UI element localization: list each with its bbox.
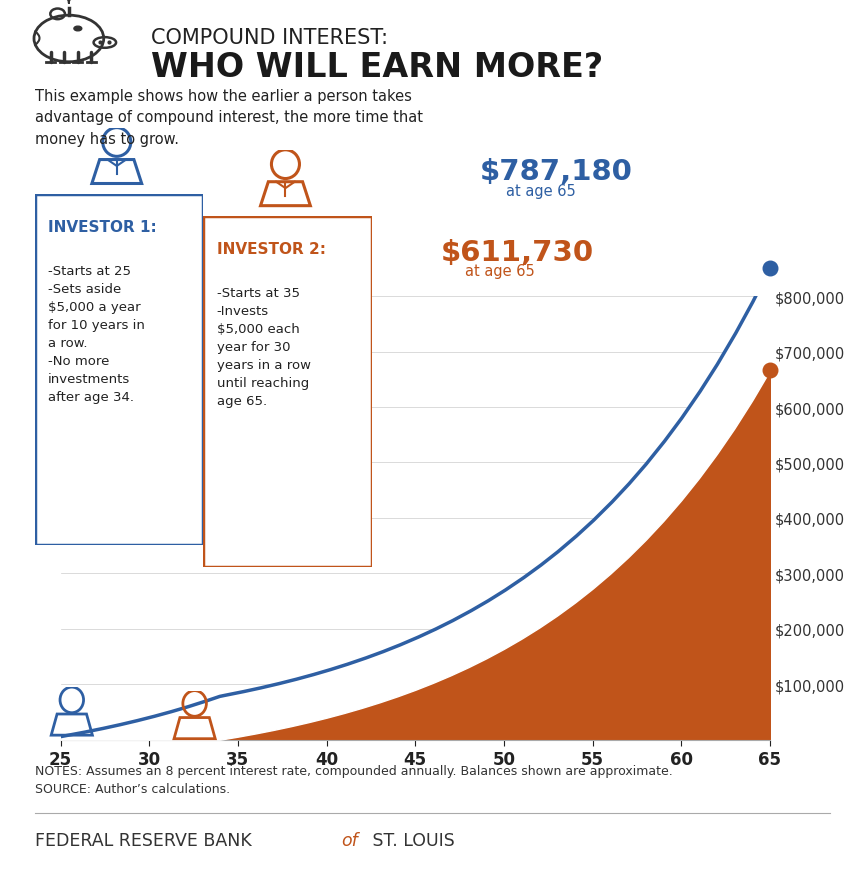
Text: of: of <box>342 831 358 849</box>
Text: FEDERAL RESERVE BANK: FEDERAL RESERVE BANK <box>35 831 257 849</box>
Text: INVESTOR 1:: INVESTOR 1: <box>48 220 157 235</box>
Text: $611,730: $611,730 <box>441 239 594 268</box>
Text: -Starts at 35
-Invests
$5,000 each
year for 30
years in a row
until reaching
age: -Starts at 35 -Invests $5,000 each year … <box>217 287 311 408</box>
Text: at age 65: at age 65 <box>506 183 576 198</box>
Text: at age 65: at age 65 <box>465 264 535 279</box>
Point <box>763 262 777 276</box>
Text: $787,180: $787,180 <box>480 158 633 186</box>
Text: NOTES: Assumes an 8 percent interest rate, compounded annually. Balances shown a: NOTES: Assumes an 8 percent interest rat… <box>35 764 672 795</box>
Text: COMPOUND INTEREST:: COMPOUND INTEREST: <box>151 28 388 49</box>
Text: ST. LOUIS: ST. LOUIS <box>367 831 454 849</box>
Point <box>763 364 777 378</box>
Circle shape <box>74 27 82 32</box>
FancyBboxPatch shape <box>203 217 372 567</box>
Text: WHO WILL EARN MORE?: WHO WILL EARN MORE? <box>151 51 604 84</box>
Text: -Starts at 25
-Sets aside
$5,000 a year
for 10 years in
a row.
-No more
investme: -Starts at 25 -Sets aside $5,000 a year … <box>48 265 145 404</box>
FancyBboxPatch shape <box>35 195 203 545</box>
Text: This example shows how the earlier a person takes
advantage of compound interest: This example shows how the earlier a per… <box>35 89 423 147</box>
Text: INVESTOR 2:: INVESTOR 2: <box>217 242 326 257</box>
